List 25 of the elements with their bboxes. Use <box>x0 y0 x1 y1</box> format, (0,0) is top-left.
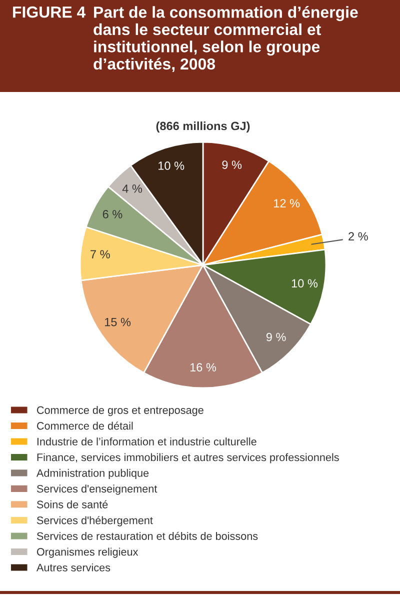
data-label: 10 % <box>292 279 318 288</box>
legend-label: Commerce de gros et entreposage <box>37 406 204 416</box>
data-label: 16 % <box>190 363 216 372</box>
legend-label: Autres services <box>36 563 110 572</box>
legend-label: Services de restauration et débits de boissons <box>36 532 258 540</box>
caption: FIGURE 4 <box>13 6 86 18</box>
chart-subtitle: (866 millions GJ) <box>156 122 250 133</box>
legend-label: Soins de santé <box>36 500 108 508</box>
data-label: 10 % <box>158 162 184 170</box>
data-label: 2 % <box>348 232 368 240</box>
legend-label: Services d'enseignement <box>36 484 158 495</box>
legend-label: Administration publique <box>36 468 149 480</box>
legend-label: Services d'hébergement <box>36 516 153 526</box>
legend-label: Organismes religieux <box>36 548 138 558</box>
data-label: 15 % <box>104 318 131 326</box>
data-label: 7 % <box>90 250 110 258</box>
data-label: 4 % <box>122 184 142 193</box>
data-label: 9 % <box>222 160 242 169</box>
chart-title: Part de la consommation d’énergie dans le secteur commercial et institutionnel, selon le groupe d’activités, 2008 <box>94 6 358 72</box>
data-label: 12 % <box>274 199 300 208</box>
legend-label: Commerce de détail <box>37 422 133 430</box>
data-label: 9 % <box>266 332 286 342</box>
legend-label: Finance, services immobiliers et autres services professionnels <box>37 453 339 464</box>
legend-label: Industrie de l’information et industrie culturelle <box>37 437 256 446</box>
data-label: 6 % <box>102 210 122 218</box>
